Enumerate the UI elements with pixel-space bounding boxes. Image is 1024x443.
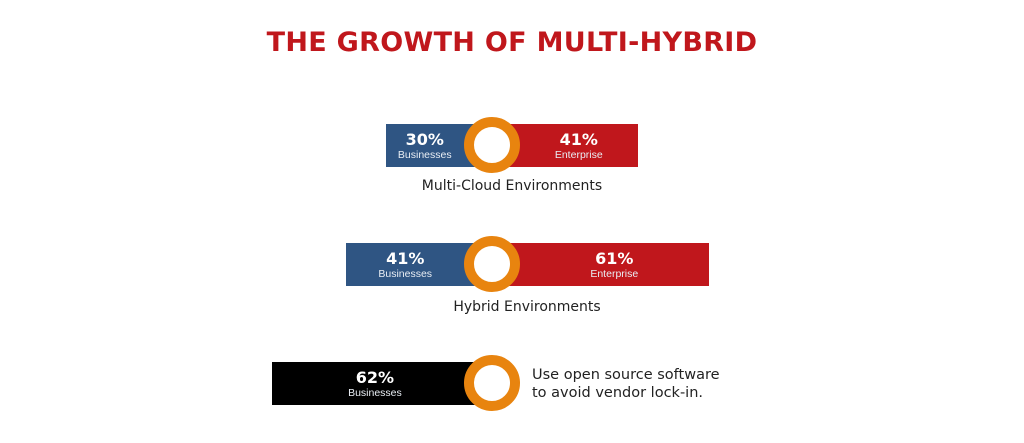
bar-opensource-businesses: 62% Businesses bbox=[271, 362, 492, 405]
data-label-opensource-businesses-value: 62% bbox=[355, 368, 395, 387]
data-label-multicloud-businesses-name: Businesses bbox=[397, 149, 452, 161]
data-label-hybrid-enterprise-value: 61% bbox=[595, 249, 634, 268]
category-label-multicloud: Multi-Cloud Environments bbox=[421, 178, 603, 194]
data-label-hybrid-businesses-name: Businesses bbox=[378, 268, 433, 280]
category-label-line-2: to avoid vendor lock-in. bbox=[532, 385, 704, 401]
category-label-opensource: Use open source software to avoid vendor… bbox=[532, 366, 720, 402]
data-label-multicloud-businesses-value: 30% bbox=[405, 130, 444, 149]
ring-icon bbox=[464, 355, 520, 411]
data-label-hybrid-enterprise-name: Enterprise bbox=[590, 268, 639, 280]
category-label-hybrid: Hybrid Environments bbox=[453, 299, 601, 315]
ring-icon bbox=[464, 236, 520, 292]
data-label-multicloud-enterprise-name: Enterprise bbox=[554, 149, 603, 161]
category-label-line-1: Use open source software bbox=[532, 367, 720, 383]
data-label-multicloud-enterprise-value: 41% bbox=[559, 130, 598, 149]
chart-title: THE GROWTH OF MULTI-HYBRID bbox=[266, 27, 758, 58]
bar-hybrid-enterprise: 61% Enterprise bbox=[492, 243, 709, 286]
data-label-hybrid-businesses-value: 41% bbox=[386, 249, 425, 268]
data-label-opensource-businesses-name: Businesses bbox=[348, 387, 402, 399]
ring-icon bbox=[464, 117, 520, 173]
